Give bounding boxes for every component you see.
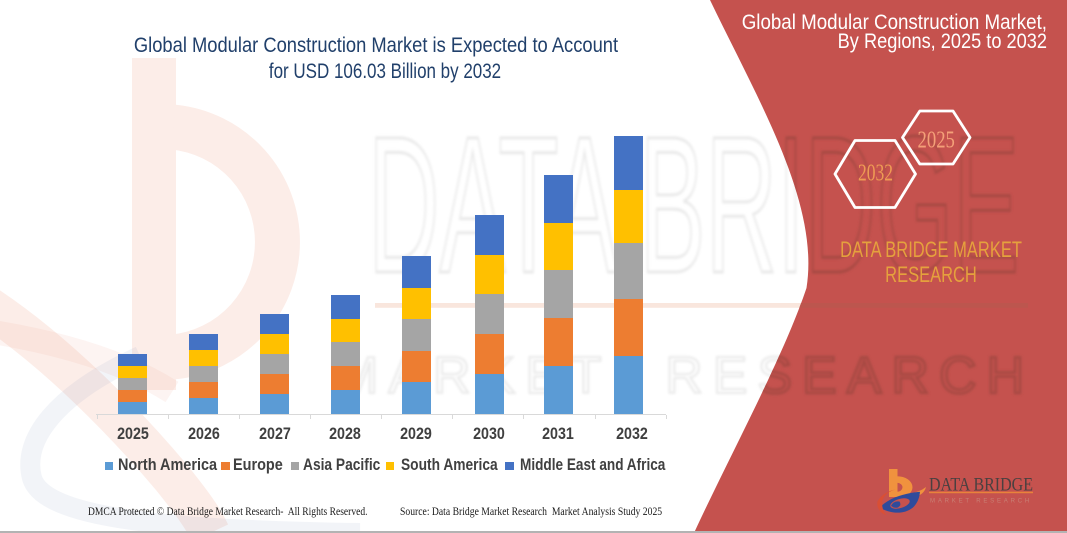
svg-text:DATA BRIDGE: DATA BRIDGE — [929, 476, 1033, 496]
svg-text:2025: 2025 — [917, 126, 954, 153]
svg-text:MARKET RESEARCH: MARKET RESEARCH — [930, 497, 1032, 504]
svg-text:2032: 2032 — [858, 159, 893, 186]
